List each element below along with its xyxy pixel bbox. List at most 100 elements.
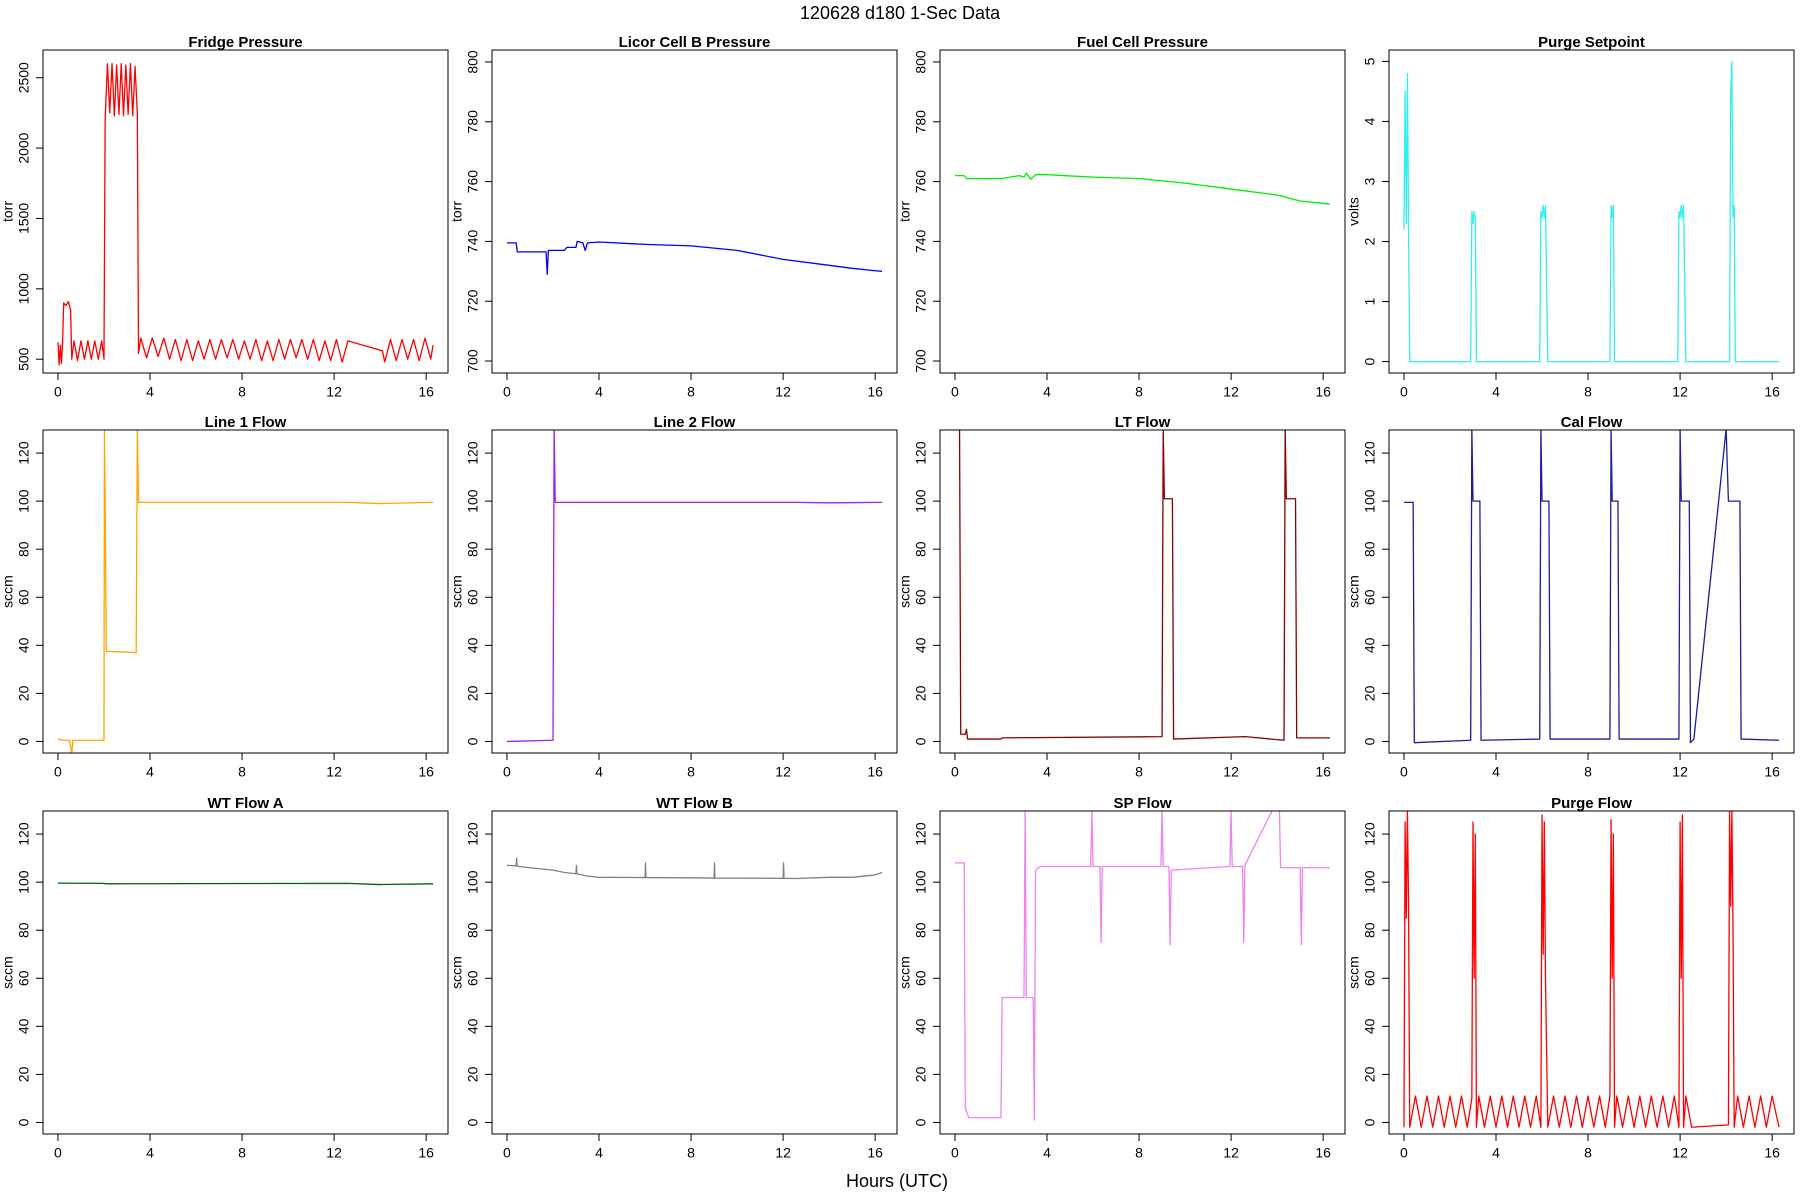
y-axis-label: sccm [0, 956, 16, 989]
plot-area [958, 430, 1331, 741]
y-tick-label: 740 [913, 230, 929, 254]
y-tick-label: 780 [465, 110, 481, 134]
x-tick-label: 8 [1135, 1145, 1143, 1161]
y-tick-label: 40 [465, 637, 481, 653]
y-tick-label: 120 [465, 441, 481, 465]
y-tick-label: 760 [465, 170, 481, 194]
y-tick-label: 0 [913, 737, 929, 745]
y-tick-label: 120 [465, 822, 481, 846]
y-tick-label: 40 [16, 637, 32, 653]
y-tick-label: 2500 [16, 62, 32, 93]
x-tick-label: 0 [951, 1145, 959, 1161]
y-tick-label: 100 [913, 489, 929, 513]
y-tick-label: 40 [913, 1018, 929, 1034]
y-axis-label: sccm [897, 575, 913, 608]
x-tick-label: 12 [1672, 1145, 1688, 1161]
data-line [1403, 430, 1780, 744]
data-line [1403, 60, 1780, 363]
plot-area [1403, 811, 1780, 1128]
y-tick-label: 700 [913, 349, 929, 373]
y-tick-label: 20 [913, 685, 929, 701]
plot-frame [42, 429, 449, 754]
y-axis-label: sccm [449, 575, 465, 608]
y-tick-label: 80 [16, 922, 32, 938]
x-tick-label: 12 [326, 384, 342, 400]
y-tick-label: 720 [465, 289, 481, 313]
y-tick-label: 80 [1362, 541, 1378, 557]
x-tick-label: 12 [326, 764, 342, 780]
y-tick-label: 1500 [16, 203, 32, 234]
plot-area [506, 857, 883, 880]
x-tick-label: 16 [418, 384, 434, 400]
panel-title: LT Flow [1115, 414, 1171, 431]
y-tick-label: 800 [913, 50, 929, 74]
x-tick-label: 0 [54, 384, 62, 400]
plot-frame [939, 810, 1346, 1135]
y-tick-label: 0 [1362, 737, 1378, 745]
y-tick-label: 60 [913, 589, 929, 605]
plot-area [506, 240, 883, 275]
y-tick-label: 500 [16, 347, 32, 371]
x-tick-label: 0 [503, 384, 511, 400]
y-tick-label: 100 [465, 870, 481, 894]
panel-title: Purge Flow [1551, 795, 1632, 812]
x-tick-label: 0 [1400, 384, 1408, 400]
x-tick-label: 8 [238, 1145, 246, 1161]
y-tick-label: 20 [1362, 1066, 1378, 1082]
y-tick-label: 100 [16, 870, 32, 894]
x-tick-label: 0 [1400, 1145, 1408, 1161]
y-tick-label: 20 [16, 685, 32, 701]
x-tick-label: 0 [1400, 764, 1408, 780]
y-tick-label: 0 [465, 1118, 481, 1126]
y-tick-label: 2000 [16, 132, 32, 163]
y-tick-label: 5 [1362, 57, 1378, 65]
y-tick-label: 20 [465, 1066, 481, 1082]
y-tick-label: 120 [913, 441, 929, 465]
x-tick-label: 16 [867, 384, 883, 400]
panel-title: WT Flow A [207, 795, 283, 812]
y-axis-label: torr [449, 201, 465, 222]
x-tick-label: 0 [503, 764, 511, 780]
main-title: 120628 d180 1-Sec Data [800, 3, 1001, 23]
y-tick-label: 100 [465, 489, 481, 513]
y-tick-label: 40 [1362, 1018, 1378, 1034]
x-tick-label: 12 [775, 1145, 791, 1161]
x-tick-label: 16 [867, 764, 883, 780]
plot-area [954, 811, 1331, 1121]
panel-title: Licor Cell B Pressure [619, 34, 771, 51]
x-tick-label: 8 [1584, 384, 1592, 400]
plot-area [506, 430, 883, 743]
y-tick-label: 0 [1362, 1118, 1378, 1126]
x-tick-label: 8 [687, 764, 695, 780]
y-tick-label: 80 [913, 541, 929, 557]
x-tick-label: 16 [418, 1145, 434, 1161]
y-tick-label: 60 [16, 589, 32, 605]
x-tick-label: 12 [775, 764, 791, 780]
x-tick-label: 4 [146, 384, 154, 400]
x-tick-label: 0 [54, 764, 62, 780]
plot-frame [939, 429, 1346, 754]
y-tick-label: 40 [465, 1018, 481, 1034]
x-tick-label: 8 [687, 384, 695, 400]
data-line [57, 882, 434, 886]
y-tick-label: 4 [1362, 117, 1378, 125]
y-tick-label: 60 [913, 970, 929, 986]
x-tick-label: 12 [1223, 1145, 1239, 1161]
x-tick-label: 8 [1135, 384, 1143, 400]
x-tick-label: 8 [238, 764, 246, 780]
data-line [57, 430, 434, 753]
data-line [954, 172, 1331, 205]
y-tick-label: 0 [913, 1118, 929, 1126]
y-tick-label: 20 [16, 1066, 32, 1082]
y-tick-label: 80 [913, 922, 929, 938]
x-tick-label: 8 [1584, 764, 1592, 780]
y-tick-label: 1 [1362, 297, 1378, 305]
x-tick-label: 12 [1223, 764, 1239, 780]
x-tick-label: 12 [775, 384, 791, 400]
panel-title: Line 2 Flow [654, 414, 736, 431]
x-tick-label: 8 [238, 384, 246, 400]
plot-area [57, 882, 434, 886]
x-tick-label: 4 [1492, 1145, 1500, 1161]
x-tick-label: 12 [1672, 764, 1688, 780]
